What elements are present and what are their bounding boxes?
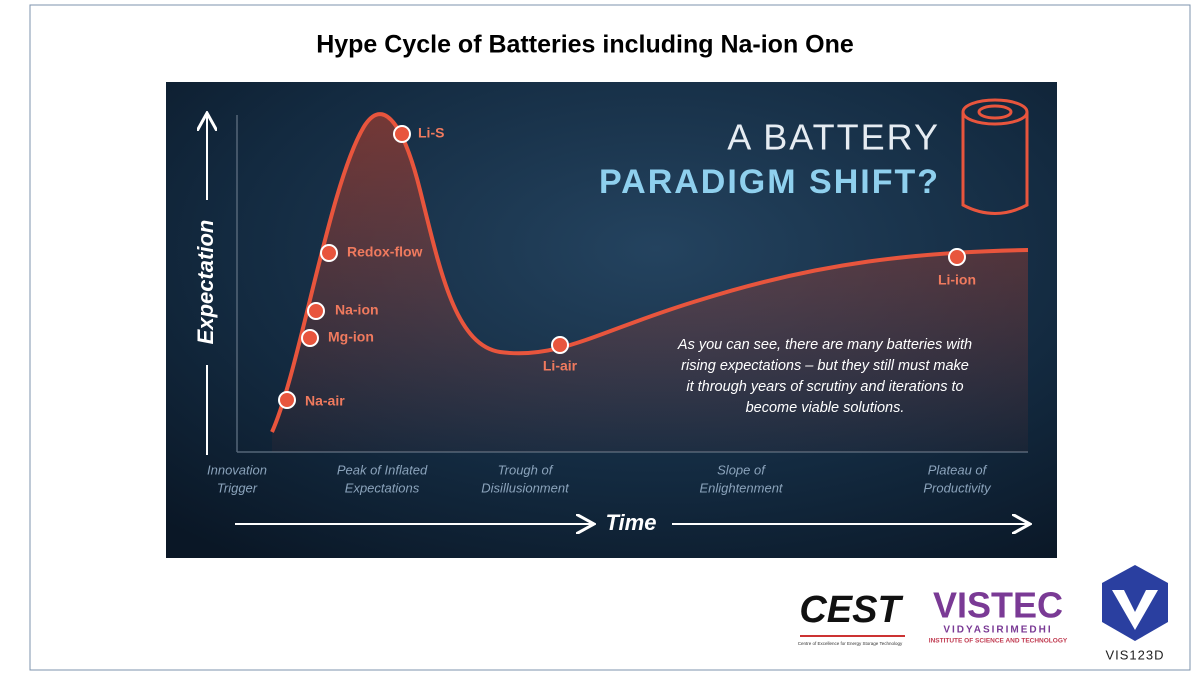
vis-text: VIS123D [1105,647,1164,662]
cest-caption: Centre of Excellence for Energy Storage … [798,641,903,646]
point-marker [307,302,325,320]
slide-title: Hype Cycle of Batteries including Na-ion… [316,31,854,59]
phase-label: Disillusionment [481,480,570,495]
phases: Innovation Trigger Peak of Inflated Expecta… [207,462,992,495]
vistec-line2: INSTITUTE OF SCIENCE AND TECHNOLOGY [929,638,1068,645]
curve-area [272,114,1028,452]
point-marker [278,391,296,409]
phase-label: Expectations [345,480,420,495]
cest-logo: CEST [799,589,903,631]
points: Li-S Redox-flow Na-ion Mg-ion Na-air Li-air Li… [278,125,976,409]
phase-label: Innovation [207,462,267,477]
slide-border [29,4,1191,671]
point-label: Redox-flow [347,244,423,260]
headline-1: A BATTERY [727,117,940,158]
phase-label: Enlightenment [699,480,783,495]
headline-2: PARADIGM SHIFT? [599,163,940,201]
point-marker [301,329,319,347]
x-axis-label: Time [606,510,657,535]
point-label: Na-ion [335,302,379,318]
phase-label: Trigger [217,480,258,495]
point-marker [948,248,966,266]
vistec-line1: VIDYASIRIMEDHI [943,625,1052,636]
phase-label: Trough of [498,462,554,477]
point-marker [320,244,338,262]
note: As you can see, there are many batteries… [677,337,972,416]
phase-label: Plateau of [928,462,988,477]
phase-label: Productivity [923,480,992,495]
vis-hexagon [1102,565,1168,641]
point-label: Li-ion [938,272,976,288]
hype-curve [270,112,1029,433]
point-label: Na-air [305,393,345,409]
note-line: become viable solutions. [746,400,905,416]
battery-icon [961,98,1029,215]
phase-label: Slope of [717,462,766,477]
point-label: Mg-ion [328,329,374,345]
y-axis-label: Expectation [193,220,218,345]
point-marker [393,125,411,143]
vistec-logo: VISTEC [933,585,1063,626]
note-line: rising expectations – but they still mus… [681,358,969,374]
point-label: Li-air [543,358,578,374]
phase-label: Peak of Inflated [337,462,428,477]
note-line: As you can see, there are many batteries… [677,337,972,353]
point-label: Li-S [418,125,444,141]
note-line: it through years of scrutiny and iterati… [686,379,963,395]
point-marker [551,336,569,354]
vis-mark [1112,590,1158,630]
